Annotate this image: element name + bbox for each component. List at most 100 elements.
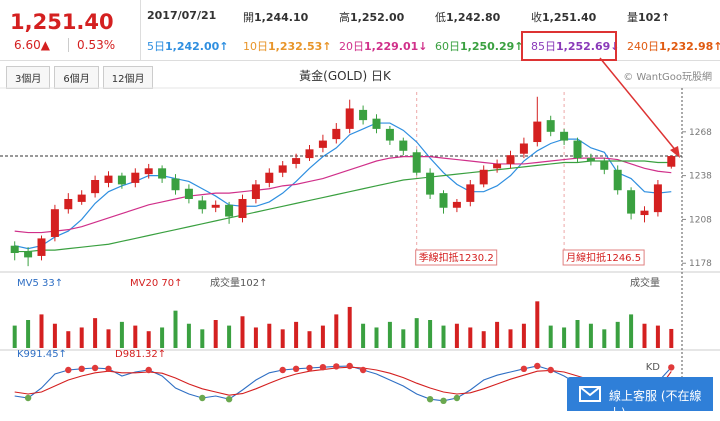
volume-bar	[146, 331, 151, 348]
candle-body	[158, 168, 167, 179]
volume-bar	[66, 331, 71, 348]
volume-bar	[508, 329, 513, 348]
ma-value: 1,232.53↑	[268, 40, 332, 53]
candle-body	[292, 158, 301, 164]
ohlc-value: 1,242.80	[446, 11, 501, 24]
ohlc-label: 高	[339, 11, 350, 24]
ma-value: 1,229.01↓	[364, 40, 428, 53]
kd-dot	[145, 366, 152, 374]
volume-legend: 成交量102↑	[210, 276, 267, 289]
callout-arrow	[599, 57, 678, 153]
y-tick-label: 1178	[689, 259, 712, 269]
volume-bar	[642, 323, 647, 348]
quote-box: 1,251.40 6.60▲ 0.53%	[0, 0, 141, 60]
annotation-box	[562, 249, 645, 266]
volume-bar	[602, 329, 607, 348]
candle-body	[225, 204, 234, 217]
volume-bar	[387, 321, 392, 348]
ma-label: 20日	[339, 40, 364, 53]
highlight-box	[521, 31, 617, 61]
candle-body	[238, 198, 247, 218]
panel-title: KD	[646, 362, 661, 373]
candle-body	[372, 118, 381, 129]
candle-body	[345, 108, 354, 129]
volume-bar	[213, 320, 218, 348]
candle-body	[117, 175, 126, 185]
kd-legend: D981.32↑	[115, 349, 166, 360]
ma-item: 10日1,232.53↑	[243, 38, 332, 54]
candle-body	[613, 169, 622, 191]
candle-body	[506, 155, 515, 164]
candle-body	[452, 201, 461, 208]
ohlc-label: 低	[435, 11, 446, 24]
kd-dot	[292, 365, 300, 372]
ma-label: 10日	[243, 40, 268, 53]
volume-bar	[52, 323, 57, 348]
volume-bar	[253, 327, 258, 348]
candle-body	[24, 251, 33, 258]
kd-dot	[65, 366, 72, 374]
y-tick-label: 1268	[689, 128, 712, 138]
ohlc-item: 高1,252.00	[339, 9, 404, 25]
volume-bar	[655, 325, 660, 348]
kd-dot	[279, 366, 286, 374]
ma-value: 1,232.98↑	[659, 40, 720, 53]
ohlc-label: 開	[243, 11, 254, 24]
kd-dot	[319, 364, 327, 371]
chart: 黃金(GOLD) 日K © WantGoo玩股網 1178 1208 1238 1268 季…	[0, 57, 720, 411]
ma-item: 85日1,252.69↓	[531, 38, 620, 54]
kd-line	[14, 365, 672, 402]
ohlc-value: 1,252.00	[350, 11, 405, 24]
ohlc-item: 低1,242.80	[435, 9, 500, 25]
candle-body	[546, 120, 555, 132]
candle-body	[184, 188, 193, 199]
kd-dot	[24, 394, 32, 402]
candle-body	[573, 140, 582, 159]
volume-bar	[334, 314, 339, 348]
range-tabs: 3個月 6個月 12個月	[6, 66, 157, 89]
candle-body	[77, 194, 86, 202]
candle-body	[399, 140, 408, 151]
kd-dot	[534, 362, 541, 370]
page: {"header":{"quote":{"price":"1,251.40","…	[0, 0, 720, 411]
chat-widget[interactable]: 線上客服 (不在線上)	[567, 377, 713, 420]
candle-body	[211, 204, 220, 208]
volume-bar	[227, 325, 232, 348]
candle-body	[265, 172, 274, 183]
candle-body	[318, 140, 327, 148]
kd-dot	[520, 365, 528, 372]
annotation-box	[415, 249, 498, 266]
ma-line	[14, 160, 672, 253]
candle-body	[171, 178, 180, 191]
y-tick-label: 1238	[689, 172, 712, 182]
volume-bar	[615, 321, 620, 348]
volume-bar	[79, 327, 84, 348]
volume-bar	[267, 323, 272, 348]
candle-body	[385, 128, 394, 141]
kd-dot	[453, 394, 461, 402]
candle-body	[586, 158, 595, 162]
ma-label: 85日	[531, 40, 556, 53]
range-tab[interactable]: 6個月	[54, 66, 99, 89]
ohlc-item: 開1,244.10	[243, 9, 308, 25]
last-price: 1,251.40	[10, 10, 114, 34]
volume-bar	[454, 323, 459, 348]
date: 2017/07/21	[147, 9, 217, 22]
volume-bar	[119, 321, 124, 348]
volume-bar	[39, 314, 44, 348]
ma-item: 20日1,229.01↓	[339, 38, 428, 54]
ma-value: 1,250.29↑	[460, 40, 524, 53]
ohlc-value: 1,251.40	[542, 11, 597, 24]
ma-label: 60日	[435, 40, 460, 53]
ma-label: 240日	[627, 40, 659, 53]
kd-legend-name: D9	[115, 349, 129, 360]
candle-body	[305, 149, 314, 159]
kd-dot	[105, 365, 112, 372]
volume-bar	[374, 327, 379, 348]
volume-bar	[280, 329, 285, 348]
y-tick-label: 1208	[689, 215, 712, 225]
volume-bar	[106, 329, 111, 348]
volume-bar	[307, 331, 312, 348]
ma-label: 5日	[147, 40, 165, 53]
envelope-icon	[579, 386, 601, 402]
